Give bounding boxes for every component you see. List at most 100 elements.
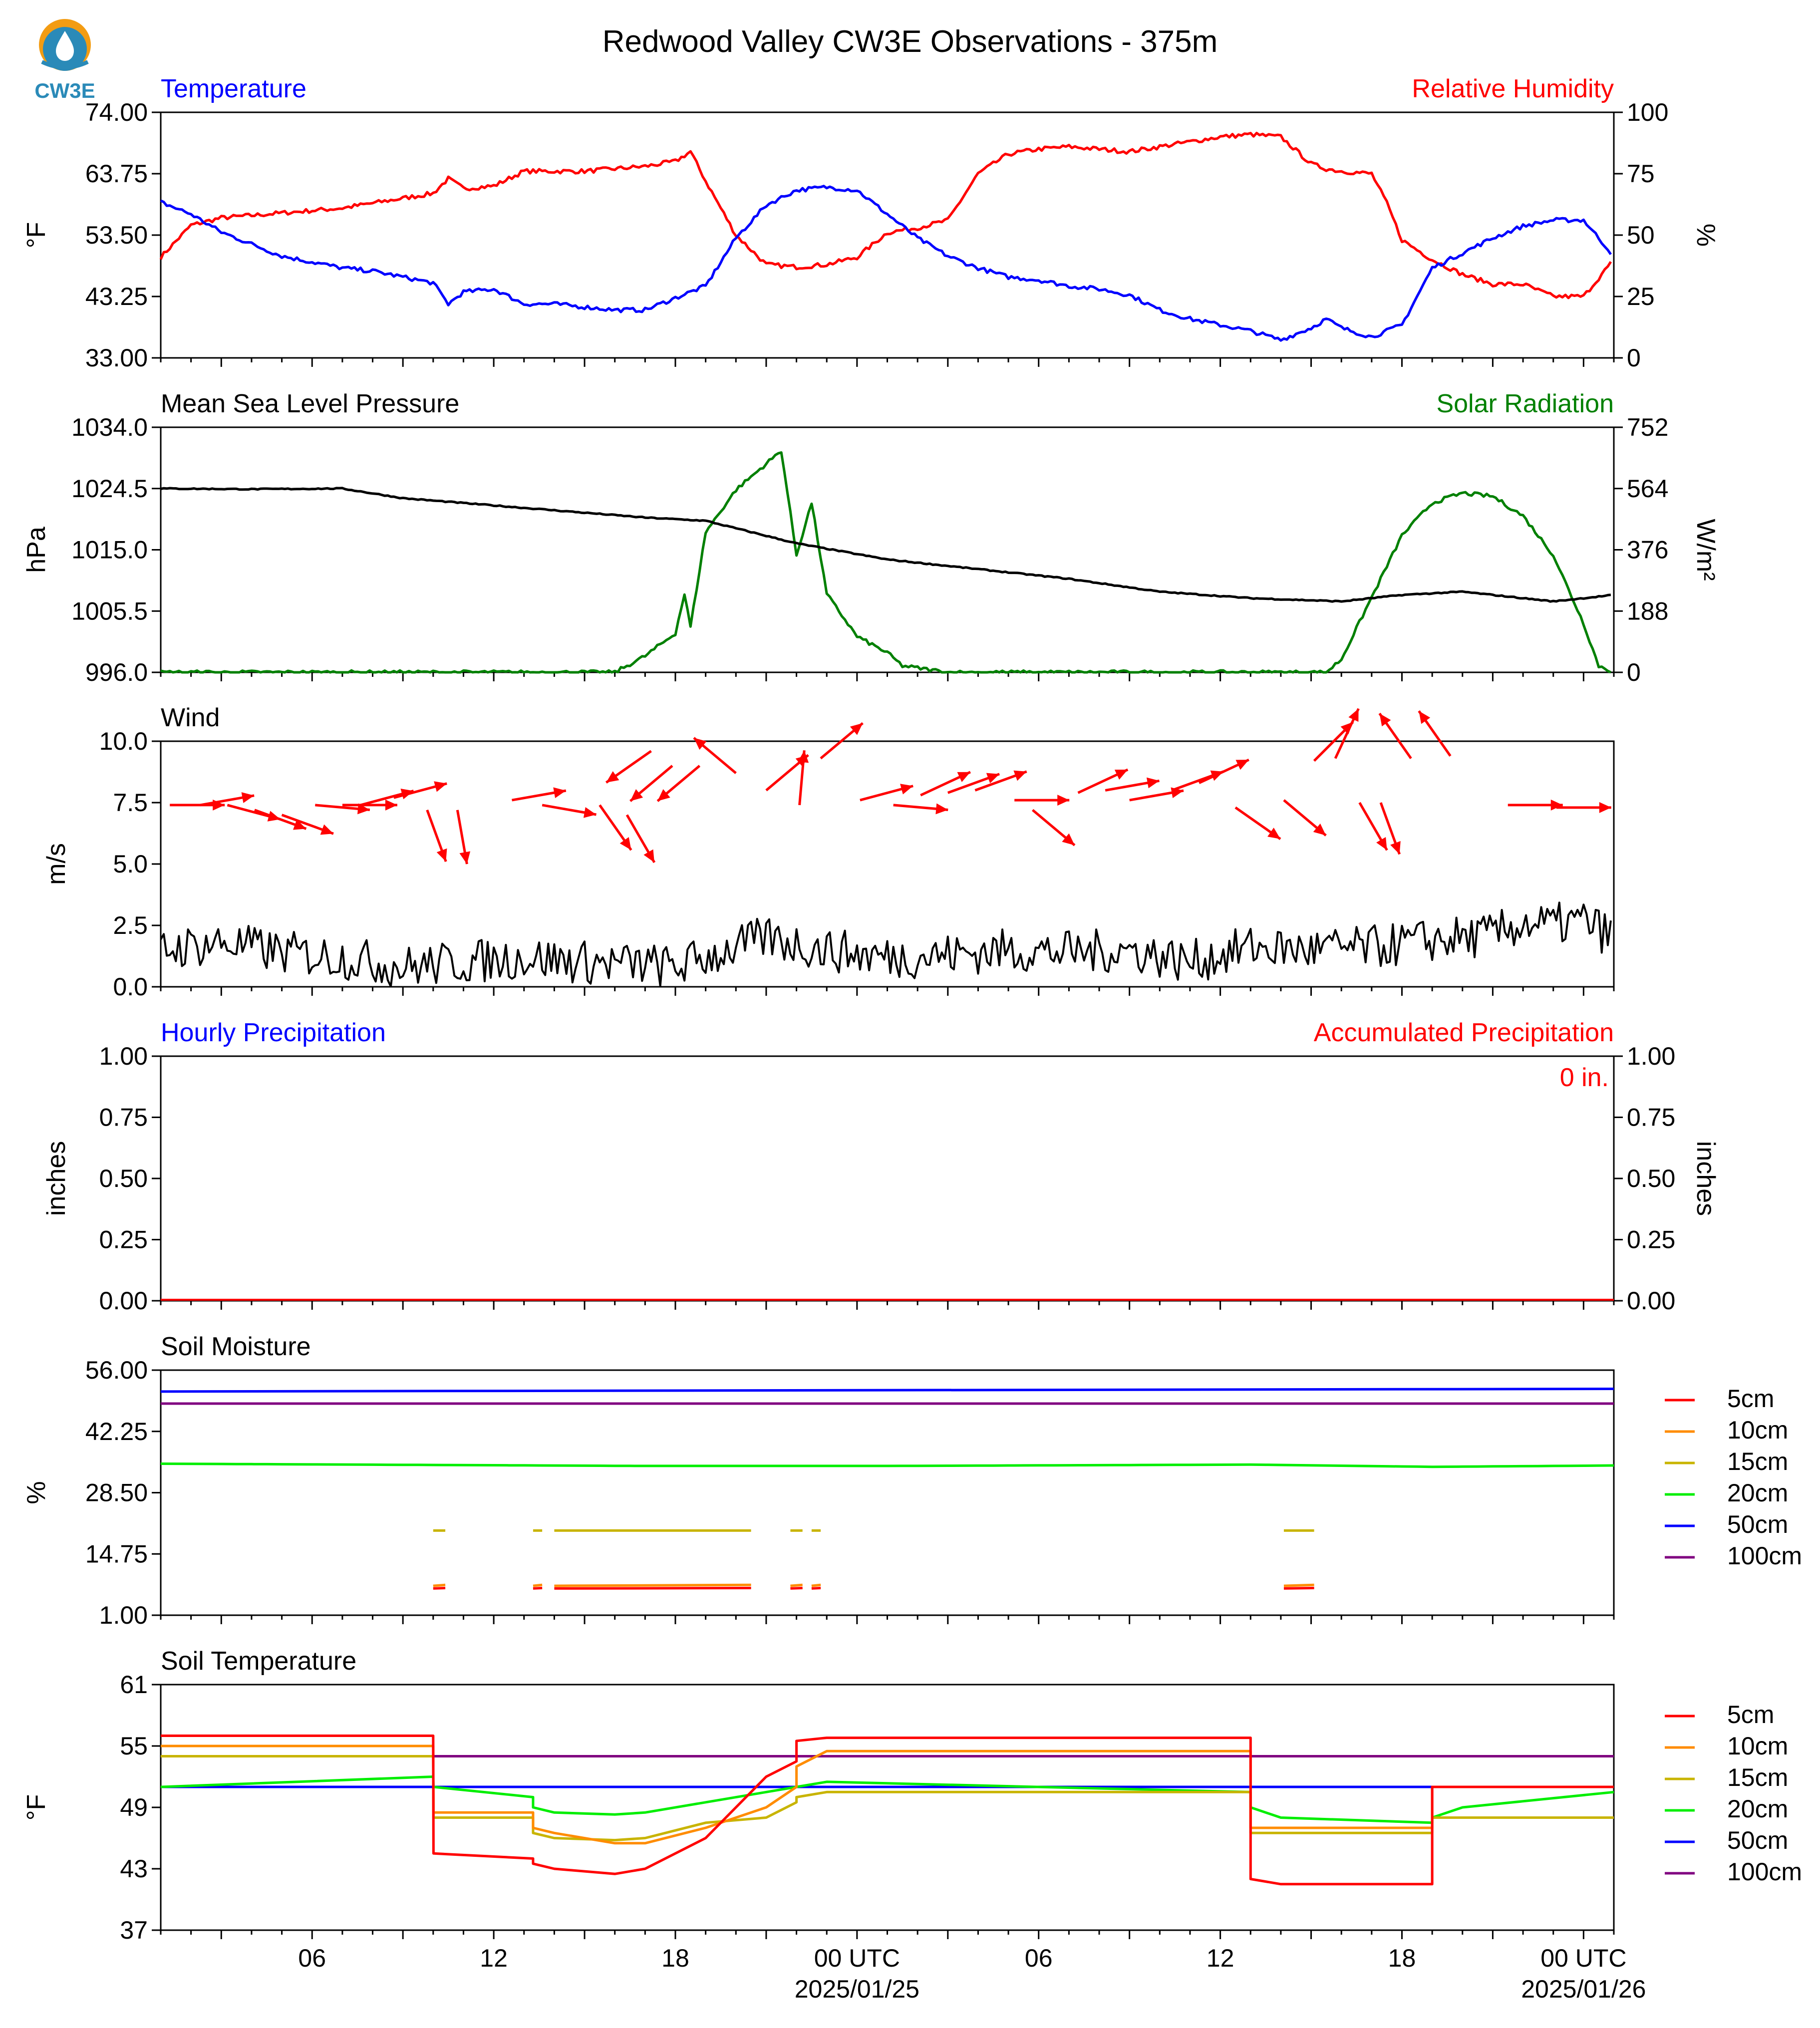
- wind-arrow: [1031, 809, 1076, 847]
- panel-temperature: 74.00 63.75 53.50 43.25 33.00 100 75 50 25 0 Tempe…: [22, 74, 1720, 372]
- y-tick-label-left: 0.0: [113, 973, 148, 1001]
- legend-label: 20cm: [1727, 1795, 1788, 1823]
- st-5cm-line: [161, 1735, 1614, 1886]
- wind-speed-line: [160, 901, 1612, 988]
- y-tick-label-right: 100: [1627, 98, 1668, 126]
- st-10cm-line: [161, 1744, 1614, 1845]
- sm-5cm-segment: [533, 1587, 543, 1590]
- sm-50cm-line: [160, 1387, 1614, 1393]
- sm-5cm-segment: [1283, 1587, 1314, 1590]
- sm-10cm-segment: [790, 1583, 803, 1587]
- panel-pressure: 1034.0 1024.5 1015.0 1005.5 996.0 752 564 376 18…: [22, 389, 1720, 686]
- y-tick-label-right: 0.00: [1627, 1287, 1675, 1315]
- wind-arrow-head: [657, 789, 670, 801]
- wind-arrow-head: [1390, 841, 1401, 855]
- wind-arrow-head: [900, 784, 913, 795]
- wind-arrow: [605, 750, 652, 784]
- wind-arrow-head: [583, 807, 597, 818]
- sm-10cm-segment: [811, 1583, 821, 1587]
- wind-arrow: [342, 799, 397, 811]
- wind-arrow-head: [553, 787, 566, 798]
- y-tick-label-left: 74.00: [85, 98, 148, 126]
- y-tick-label-right: 25: [1627, 283, 1655, 310]
- wind-arrow: [1379, 802, 1401, 855]
- wind-arrow: [1418, 710, 1452, 757]
- y-tick-label-left: 42.25: [85, 1418, 148, 1446]
- accum-precip-label: 0 in.: [1560, 1063, 1609, 1092]
- x-date-label: 2025/01/25: [795, 1975, 919, 2003]
- y-tick-label-left: 49: [120, 1793, 148, 1821]
- soil_moisture-ylabel-left: %: [22, 1481, 51, 1504]
- y-tick-label-right: 0.75: [1627, 1104, 1675, 1132]
- wind-arrow: [542, 804, 597, 818]
- wind-arrow-head: [436, 848, 447, 862]
- y-tick-label-right: 0: [1627, 658, 1641, 686]
- wind-arrow-head: [293, 819, 306, 830]
- pressure-title-left: Mean Sea Level Pressure: [161, 389, 459, 418]
- wind-arrow: [1077, 768, 1129, 794]
- wind-arrow-head: [957, 772, 970, 782]
- wind-arrow: [1508, 799, 1563, 811]
- y-tick-label-left: 14.75: [85, 1540, 148, 1568]
- legend-label: 100cm: [1727, 1542, 1802, 1570]
- wind-arrow: [1014, 795, 1070, 806]
- pressure-ylabel-right: W/m²: [1691, 519, 1720, 580]
- precip-ylabel-left: inches: [42, 1141, 71, 1216]
- y-tick-label-right: 376: [1627, 536, 1668, 564]
- y-tick-label-left: 1024.5: [71, 475, 148, 503]
- y-tick-label-right: 752: [1627, 413, 1668, 441]
- wind-arrow: [820, 722, 864, 760]
- wind-arrow-head: [459, 851, 471, 865]
- y-tick-label-right: 564: [1627, 475, 1668, 503]
- wind-arrow: [798, 750, 809, 806]
- y-tick-label-left: 28.50: [85, 1479, 148, 1507]
- y-tick-label-left: 53.50: [85, 221, 148, 249]
- wind-arrow-head: [1313, 823, 1326, 836]
- wind-arrow: [693, 737, 737, 774]
- legend-label: 10cm: [1727, 1416, 1788, 1444]
- wind-arrow: [1378, 712, 1412, 759]
- wind-arrow-head: [630, 789, 643, 801]
- y-tick-label-right: 1.00: [1627, 1042, 1675, 1070]
- y-tick-label-left: 996.0: [85, 658, 148, 686]
- y-tick-label-left: 43.25: [85, 283, 148, 310]
- y-tick-label-left: 0.00: [99, 1287, 148, 1315]
- x-tick-label: 00 UTC: [814, 1944, 900, 1972]
- temperature-title-right: Relative Humidity: [1412, 74, 1614, 103]
- y-tick-label-left: 55: [120, 1732, 148, 1760]
- y-tick-label-left: 1.00: [99, 1042, 148, 1070]
- wind-arrow-head: [1267, 828, 1281, 839]
- x-tick-label: 12: [480, 1944, 508, 1972]
- legend-label: 20cm: [1727, 1479, 1788, 1507]
- chart-title: Redwood Valley CW3E Observations - 375m: [603, 24, 1218, 59]
- wind-arrow: [426, 809, 447, 862]
- wind-arrow-head: [850, 723, 863, 735]
- wind-arrow-head: [1599, 802, 1611, 813]
- wind-arrow-head: [1013, 770, 1027, 781]
- wind-arrow-head: [798, 750, 809, 763]
- panel-wind: 10.0 7.5 5.0 2.5 0.0 Wind m/s: [42, 703, 1615, 1001]
- y-tick-label-left: 63.75: [85, 160, 148, 188]
- wind-arrow: [1105, 777, 1160, 792]
- wind-arrow-head: [694, 738, 707, 750]
- precip-title-left: Hourly Precipitation: [161, 1018, 386, 1047]
- sm-10cm-segment: [554, 1583, 751, 1587]
- wind-arrow: [629, 765, 673, 802]
- legend-label: 15cm: [1727, 1763, 1788, 1791]
- wind-arrow-head: [1379, 713, 1391, 727]
- wind-arrow: [1199, 758, 1249, 784]
- temperature-title-left: Temperature: [161, 74, 306, 103]
- wind-arrow-head: [1419, 711, 1431, 724]
- wind-arrow-head: [1057, 795, 1070, 806]
- x-tick-label: 06: [1025, 1944, 1053, 1972]
- y-tick-label-left: 0.50: [99, 1164, 148, 1192]
- x-tick-label: 18: [1388, 1944, 1416, 1972]
- wind-arrow: [625, 814, 656, 864]
- wind-arrow: [393, 781, 447, 799]
- y-tick-label-left: 0.25: [99, 1226, 148, 1254]
- y-tick-label-left: 43: [120, 1855, 148, 1883]
- y-tick-label-left: 37: [120, 1916, 148, 1944]
- y-tick-label-left: 0.75: [99, 1104, 148, 1132]
- wind-arrow: [893, 803, 948, 815]
- y-tick-label-left: 7.5: [113, 789, 148, 817]
